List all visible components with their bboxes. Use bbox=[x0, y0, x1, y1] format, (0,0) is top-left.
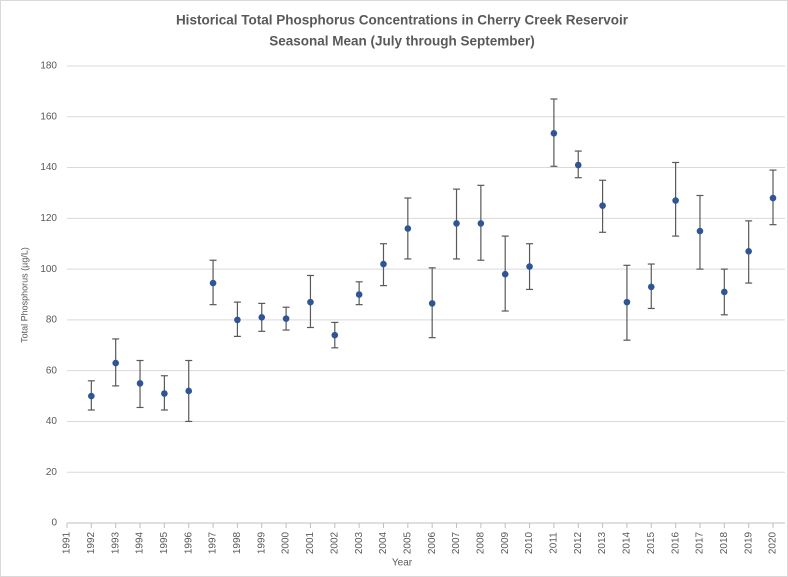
data-point bbox=[696, 227, 704, 235]
data-point bbox=[88, 392, 95, 400]
data-point bbox=[355, 291, 363, 298]
y-tick-label: 0 bbox=[51, 518, 57, 529]
x-tick-label: 2002 bbox=[329, 531, 340, 554]
x-tick-label: 2003 bbox=[354, 531, 365, 554]
x-tick-label: 2014 bbox=[622, 531, 633, 554]
x-tick-label: 1994 bbox=[135, 531, 146, 554]
data-point bbox=[574, 161, 582, 169]
x-tick-label: 1992 bbox=[86, 531, 97, 554]
data-point bbox=[258, 314, 266, 321]
data-point bbox=[745, 248, 752, 255]
x-axis-label: Year bbox=[392, 558, 413, 569]
data-point bbox=[331, 331, 339, 339]
y-tick-label: 140 bbox=[40, 162, 57, 173]
x-tick-label: 2013 bbox=[597, 531, 608, 554]
x-tick-label: 2005 bbox=[402, 531, 413, 554]
x-tick-label: 2000 bbox=[281, 531, 292, 554]
data-point bbox=[185, 387, 193, 395]
data-point bbox=[209, 279, 217, 287]
y-tick-label: 60 bbox=[46, 365, 58, 376]
data-point bbox=[526, 263, 533, 270]
data-point bbox=[623, 298, 631, 306]
x-tick-label: 2020 bbox=[768, 531, 779, 554]
data-point bbox=[112, 359, 119, 367]
x-tick-label: 1996 bbox=[183, 531, 194, 554]
data-point bbox=[647, 283, 655, 291]
y-tick-label: 100 bbox=[40, 264, 57, 275]
x-tick-label: 2015 bbox=[646, 531, 657, 554]
data-point bbox=[672, 197, 679, 204]
data-point bbox=[161, 390, 168, 397]
chart-title: Historical Total Phosphorus Concentratio… bbox=[176, 13, 629, 28]
y-tick-label: 20 bbox=[46, 467, 58, 478]
x-tick-label: 1997 bbox=[208, 531, 219, 554]
y-tick-label: 80 bbox=[46, 315, 58, 326]
x-tick-label: 2019 bbox=[743, 531, 754, 554]
data-point bbox=[282, 315, 290, 322]
x-tick-label: 2006 bbox=[427, 531, 438, 554]
data-point bbox=[380, 260, 387, 268]
y-tick-label: 40 bbox=[46, 416, 58, 427]
y-tick-label: 120 bbox=[40, 213, 57, 224]
x-tick-label: 2010 bbox=[524, 531, 535, 554]
x-tick-label: 2017 bbox=[695, 531, 706, 554]
data-point bbox=[404, 225, 412, 232]
x-tick-label: 2009 bbox=[500, 531, 511, 554]
x-tick-label: 2001 bbox=[305, 531, 316, 554]
y-tick-label: 160 bbox=[40, 111, 57, 122]
data-point bbox=[501, 270, 509, 278]
x-tick-label: 2012 bbox=[573, 531, 584, 554]
data-point bbox=[307, 298, 314, 306]
data-point bbox=[477, 220, 485, 227]
y-tick-label: 180 bbox=[40, 61, 57, 72]
data-point bbox=[769, 194, 777, 202]
x-tick-label: 1999 bbox=[256, 531, 267, 554]
y-axis-label: Total Phosphorus (µg/L) bbox=[19, 247, 29, 343]
data-point bbox=[136, 380, 144, 387]
data-point bbox=[234, 316, 241, 324]
data-point bbox=[428, 300, 436, 307]
x-tick-label: 2004 bbox=[378, 531, 389, 554]
x-tick-label: 2016 bbox=[670, 531, 681, 554]
x-tick-label: 1991 bbox=[62, 531, 73, 554]
x-tick-label: 1998 bbox=[232, 531, 243, 554]
data-point bbox=[453, 220, 460, 227]
data-point bbox=[550, 129, 558, 137]
x-tick-label: 2008 bbox=[476, 531, 487, 554]
x-tick-label: 2018 bbox=[719, 531, 730, 554]
x-tick-label: 2007 bbox=[451, 531, 462, 554]
data-point bbox=[721, 288, 728, 296]
data-point bbox=[599, 202, 606, 209]
chart-subtitle: Seasonal Mean (July through September) bbox=[269, 34, 535, 49]
x-tick-label: 1993 bbox=[110, 531, 121, 554]
x-tick-label: 2011 bbox=[549, 532, 560, 554]
x-tick-label: 1995 bbox=[159, 531, 170, 554]
